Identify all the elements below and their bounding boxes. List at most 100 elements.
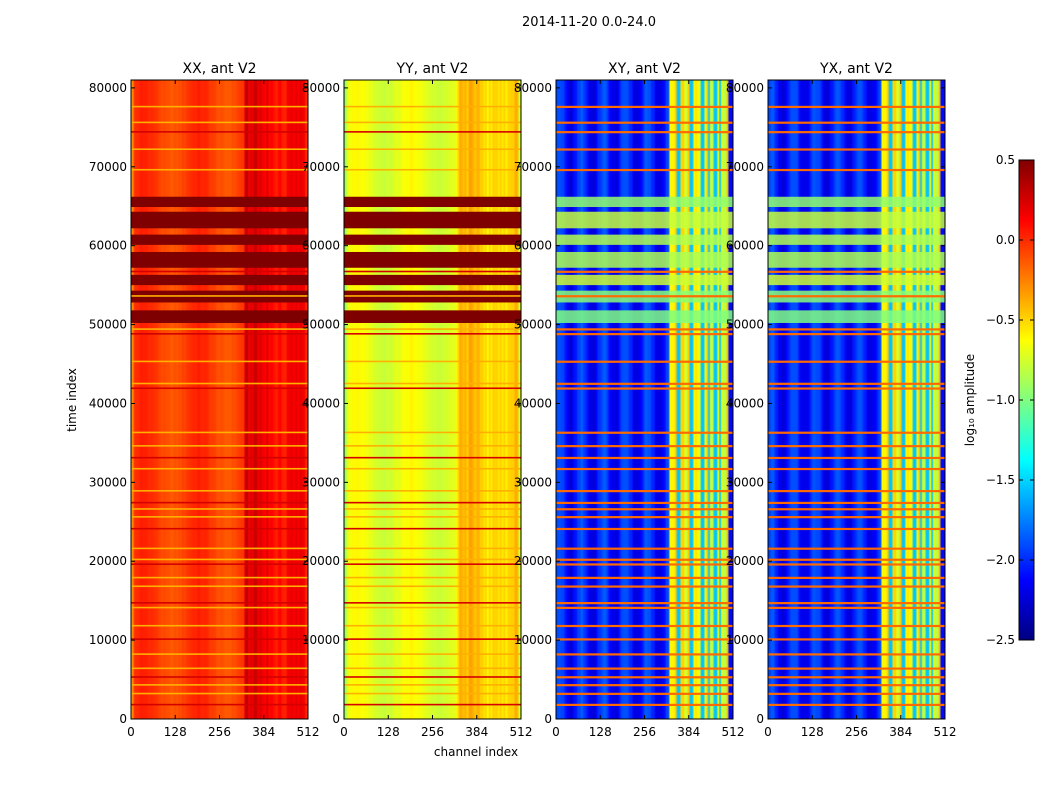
rfi-line: [556, 558, 733, 561]
rfi-line: [344, 547, 521, 550]
rfi-line: [344, 270, 521, 273]
rfi-line: [768, 576, 945, 579]
rfi-line: [131, 148, 308, 151]
y-tick-label: 20000: [726, 554, 764, 568]
saturated-block: [131, 251, 308, 268]
y-tick-label: 80000: [302, 81, 340, 95]
x-tick-label: 512: [510, 725, 533, 739]
rfi-line: [131, 676, 308, 678]
rfi-line: [768, 270, 945, 273]
rfi-line: [131, 456, 308, 459]
colorbar-tick-label: −0.5: [986, 313, 1015, 327]
panel-title: YY, ant V2: [396, 61, 469, 77]
rfi-line: [768, 667, 945, 670]
rfi-line: [556, 467, 733, 471]
rfi-line: [556, 602, 733, 605]
y-tick-label: 10000: [514, 633, 552, 647]
rfi-line: [131, 360, 308, 363]
x-tick-label: 0: [764, 725, 772, 739]
saturated-block: [131, 310, 308, 323]
saturated-block: [344, 211, 521, 229]
y-tick-label: 20000: [302, 554, 340, 568]
rfi-line: [344, 360, 521, 363]
rfi-line: [344, 527, 521, 530]
rfi-line: [768, 547, 945, 550]
y-tick-label: 40000: [302, 396, 340, 410]
rfi-line: [556, 624, 733, 628]
y-tick-label: 50000: [302, 318, 340, 332]
x-tick-label: 512: [297, 725, 320, 739]
rfi-line: [131, 653, 308, 655]
rfi-line: [556, 431, 733, 434]
x-tick-label: 384: [677, 725, 700, 739]
rfi-line: [556, 445, 733, 448]
rfi-line: [131, 684, 308, 686]
colorbar-tick-label: −1.5: [986, 473, 1015, 487]
rfi-line: [344, 328, 521, 330]
x-tick-label: 128: [801, 725, 824, 739]
saturated-block: [344, 196, 521, 208]
rfi-line: [768, 585, 945, 588]
rfi-line: [768, 382, 945, 385]
rfi-line: [768, 121, 945, 124]
y-tick-label: 60000: [514, 239, 552, 253]
rfi-line: [131, 431, 308, 434]
rfi-line: [131, 547, 308, 550]
saturated-block: [768, 251, 945, 268]
saturated-block: [556, 196, 733, 208]
rfi-line: [556, 563, 733, 566]
saturated-block: [556, 211, 733, 229]
x-tick-label: 128: [589, 725, 612, 739]
rfi-line: [131, 121, 308, 124]
rfi-line: [131, 606, 308, 609]
rfi-line: [768, 131, 945, 134]
rfi-line: [768, 105, 945, 109]
rfi-line: [556, 676, 733, 679]
rfi-line: [768, 653, 945, 656]
panels-group: XX, ant V2 0 128 256 384 512 0 10000 20000 30000 4…: [89, 61, 957, 739]
rfi-line: [556, 456, 733, 460]
saturated-block: [556, 251, 733, 268]
rfi-line: [131, 270, 308, 273]
y-tick-label: 40000: [89, 396, 127, 410]
rfi-line: [344, 490, 521, 492]
rfi-line: [556, 333, 733, 336]
rfi-line: [344, 676, 521, 678]
rfi-line: [768, 602, 945, 605]
rfi-line: [556, 585, 733, 588]
rfi-line: [344, 576, 521, 579]
rfi-line: [131, 602, 308, 604]
y-tick-label: 0: [332, 712, 340, 726]
y-tick-label: 80000: [514, 81, 552, 95]
saturated-block: [768, 310, 945, 323]
rfi-line: [131, 576, 308, 579]
rfi-line: [768, 692, 945, 695]
y-tick-label: 50000: [514, 318, 552, 332]
colorbar-tick-label: −2.0: [986, 553, 1015, 567]
saturated-block: [344, 234, 521, 245]
rfi-line: [344, 131, 521, 133]
rfi-line: [344, 121, 521, 124]
rfi-line: [556, 516, 733, 519]
rfi-line: [344, 558, 521, 561]
rfi-line: [131, 382, 308, 385]
rfi-line: [768, 490, 945, 493]
panel-title: XX, ant V2: [183, 61, 257, 77]
saturated-block: [768, 211, 945, 229]
saturated-block: [131, 211, 308, 229]
colorbar-tick-label: 0.0: [996, 233, 1015, 247]
rfi-line: [344, 606, 521, 609]
saturated-block: [131, 196, 308, 208]
rfi-line: [556, 270, 733, 273]
rfi-line: [556, 490, 733, 493]
x-tick-label: 512: [722, 725, 745, 739]
rfi-line: [131, 490, 308, 492]
rfi-line: [556, 131, 733, 134]
rfi-line: [556, 692, 733, 695]
rfi-line: [131, 624, 308, 627]
saturated-block: [131, 274, 308, 286]
rfi-line: [131, 501, 308, 504]
colorbar-label: log₁₀ amplitude: [963, 354, 977, 446]
rfi-line: [556, 606, 733, 609]
